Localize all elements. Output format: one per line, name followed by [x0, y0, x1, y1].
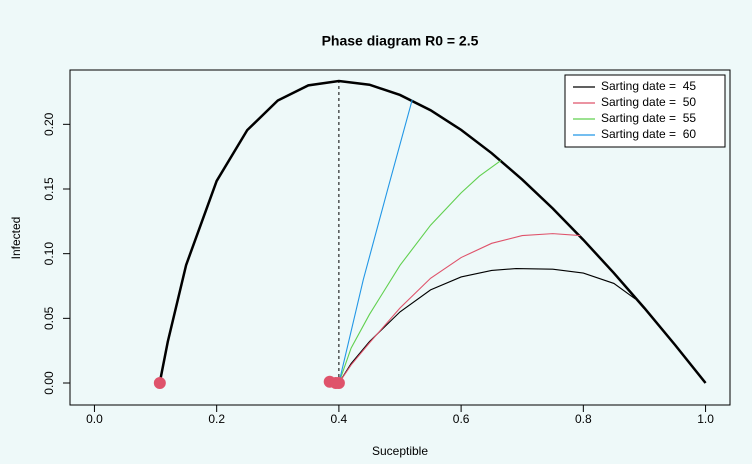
legend-label: Sarting date = 45: [601, 79, 696, 93]
legend-label: Sarting date = 55: [601, 111, 696, 125]
y-axis-label: Infected: [9, 217, 23, 260]
x-tick-label: 0.0: [86, 412, 103, 426]
point: [153, 377, 166, 390]
point: [332, 377, 345, 390]
x-tick-label: 0.6: [453, 412, 470, 426]
y-tick-label: 0.05: [42, 306, 56, 330]
x-tick-label: 0.4: [331, 412, 348, 426]
series-line: [338, 267, 636, 384]
y-tick-label: 0.10: [42, 242, 56, 266]
series-line: [338, 233, 581, 384]
x-tick-label: 0.2: [208, 412, 225, 426]
series-line: [338, 160, 502, 384]
x-tick-label: 0.8: [575, 412, 592, 426]
y-tick-label: 0.20: [42, 112, 56, 136]
x-tick-label: 1.0: [697, 412, 714, 426]
legend-label: Sarting date = 60: [601, 127, 696, 141]
y-tick-label: 0.15: [42, 177, 56, 201]
legend-label: Sarting date = 50: [601, 95, 696, 109]
main-curve: [159, 79, 707, 384]
y-tick-label: 0.00: [42, 371, 56, 395]
chart-title: Phase diagram R0 = 2.5: [322, 33, 479, 49]
series-line: [338, 99, 413, 384]
x-axis-label: Suceptible: [372, 444, 428, 458]
